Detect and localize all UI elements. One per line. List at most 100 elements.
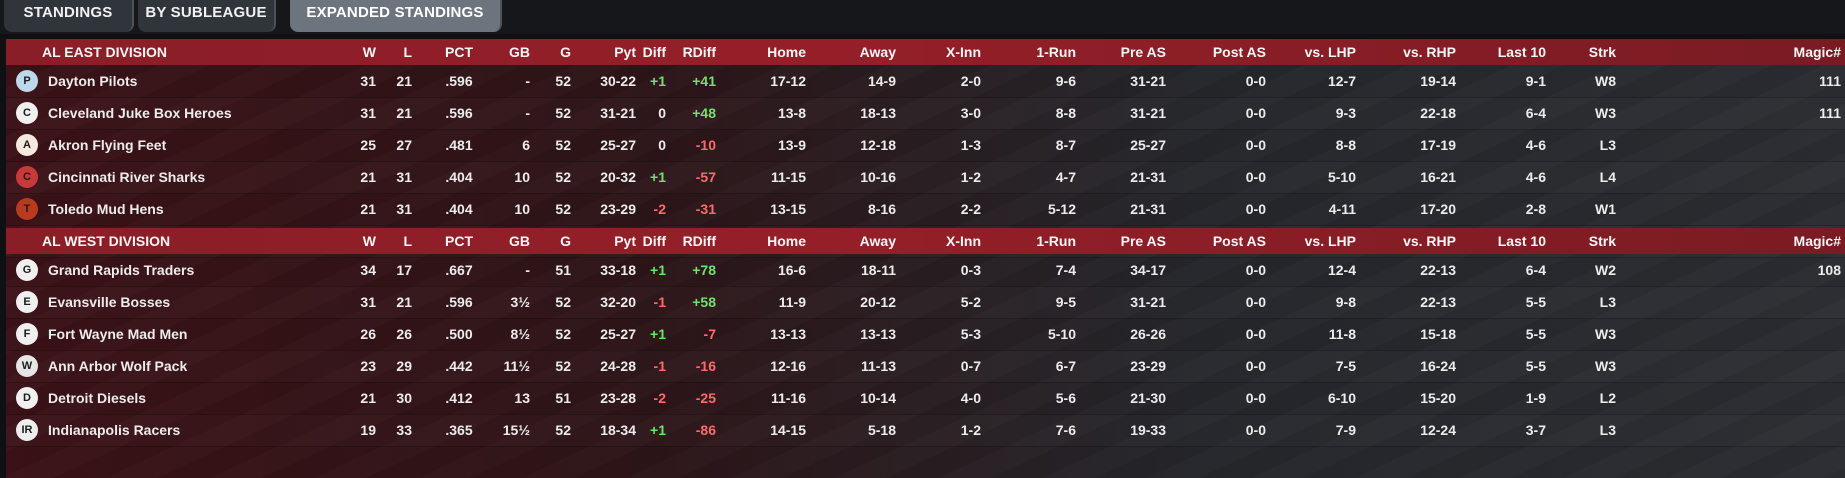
stat-gb: 6 — [522, 137, 530, 153]
team-name-link[interactable]: Dayton Pilots — [48, 73, 138, 89]
team-name-link[interactable]: Akron Flying Feet — [48, 137, 167, 153]
column-header[interactable]: Post AS — [1212, 44, 1266, 60]
column-header[interactable]: vs. LHP — [1304, 233, 1356, 249]
stat-rdiff: -86 — [695, 422, 716, 438]
team-name-link[interactable]: Toledo Mud Hens — [48, 201, 164, 217]
stat-postas: 0-0 — [1245, 390, 1266, 406]
stat-magic — [1636, 414, 1841, 446]
stat-w: 19 — [360, 422, 376, 438]
column-header[interactable]: Pyt — [614, 233, 636, 249]
column-header[interactable]: Away — [859, 233, 896, 249]
column-header[interactable]: vs. RHP — [1403, 233, 1456, 249]
column-header[interactable]: W — [362, 233, 376, 249]
column-header[interactable]: Pre AS — [1120, 44, 1166, 60]
team-name-link[interactable]: Grand Rapids Traders — [48, 262, 195, 278]
stat-magic — [1636, 318, 1841, 350]
column-header[interactable]: Pre AS — [1120, 233, 1166, 249]
team-row[interactable]: A Akron Flying Feet 25 27 .481 6 52 25-27 0 -10 13… — [6, 129, 1845, 162]
stat-w: 31 — [360, 105, 376, 121]
stat-pct: .500 — [445, 326, 473, 342]
column-header[interactable]: L — [403, 44, 412, 60]
column-header[interactable]: Away — [859, 44, 896, 60]
column-header[interactable]: PCT — [445, 233, 473, 249]
team-row[interactable]: T Toledo Mud Hens 21 31 .404 10 52 23-29 -2 -31 13… — [6, 193, 1845, 226]
tab-by-subleague[interactable]: BY SUBLEAGUE — [138, 0, 276, 32]
stat-gb: - — [525, 262, 530, 278]
column-header[interactable]: Home — [767, 44, 806, 60]
team-row[interactable]: W Ann Arbor Wolf Pack 23 29 .442 11½ 52 24-28 -1… — [6, 350, 1845, 383]
stat-vslhp: 9-3 — [1335, 105, 1356, 121]
tab-expanded-standings[interactable]: EXPANDED STANDINGS — [290, 0, 502, 32]
column-header[interactable]: G — [560, 233, 571, 249]
team-name-link[interactable]: Detroit Diesels — [48, 390, 147, 406]
toledo-mud-hens-logo: T — [16, 198, 38, 220]
column-header[interactable]: X-Inn — [946, 233, 981, 249]
team-name-link[interactable]: Fort Wayne Mad Men — [48, 326, 188, 342]
column-header[interactable]: Strk — [1588, 44, 1616, 60]
tab-standings[interactable]: STANDINGS — [4, 0, 134, 32]
column-header[interactable]: Magic# — [1793, 233, 1841, 249]
column-header[interactable]: X-Inn — [946, 44, 981, 60]
column-header[interactable]: RDiff — [682, 44, 716, 60]
stat-l: 21 — [396, 294, 412, 310]
stat-l: 26 — [396, 326, 412, 342]
stat-preas: 23-29 — [1130, 358, 1166, 374]
team-row[interactable]: E Evansville Bosses 31 21 .596 3½ 52 32-20 -1 +58… — [6, 286, 1845, 319]
column-header[interactable]: RDiff — [682, 233, 716, 249]
column-header[interactable]: Diff — [642, 233, 666, 249]
stat-vslhp: 12-4 — [1327, 262, 1356, 278]
stat-xinn: 5-2 — [960, 294, 981, 310]
stat-strk: W2 — [1595, 262, 1616, 278]
column-header[interactable]: Diff — [642, 44, 666, 60]
stat-rdiff: -10 — [695, 137, 716, 153]
stat-g: 52 — [555, 326, 571, 342]
team-row[interactable]: C Cleveland Juke Box Heroes 31 21 .596 - 52 31-… — [6, 97, 1845, 130]
column-header[interactable]: Magic# — [1793, 44, 1841, 60]
team-row[interactable]: F Fort Wayne Mad Men 26 26 .500 8½ 52 25-27 +1 -7… — [6, 318, 1845, 351]
stat-w: 31 — [360, 73, 376, 89]
stat-g: 52 — [555, 201, 571, 217]
column-header[interactable]: Last 10 — [1497, 44, 1546, 60]
stat-home: 16-6 — [777, 262, 806, 278]
column-header[interactable]: vs. RHP — [1403, 44, 1456, 60]
column-header[interactable]: Last 10 — [1497, 233, 1546, 249]
stat-vslhp: 5-10 — [1327, 169, 1356, 185]
team-name-link[interactable]: Ann Arbor Wolf Pack — [48, 358, 188, 374]
stat-strk: L3 — [1599, 137, 1616, 153]
stat-pyt: 25-27 — [600, 326, 636, 342]
team-row[interactable]: G Grand Rapids Traders 34 17 .667 - 51 33-18 +1 +… — [6, 254, 1845, 287]
column-header[interactable]: 1-Run — [1036, 44, 1076, 60]
stat-postas: 0-0 — [1245, 201, 1266, 217]
column-header[interactable]: Home — [767, 233, 806, 249]
team-row[interactable]: D Detroit Diesels 21 30 .412 13 51 23-28 -2 -25 11… — [6, 382, 1845, 415]
team-name-link[interactable]: Indianapolis Racers — [48, 422, 181, 438]
column-header[interactable]: PCT — [445, 44, 473, 60]
team-name-link[interactable]: Cleveland Juke Box Heroes — [48, 105, 232, 121]
column-header[interactable]: GB — [509, 44, 530, 60]
column-header[interactable]: Post AS — [1212, 233, 1266, 249]
column-header[interactable]: Pyt — [614, 44, 636, 60]
column-header[interactable]: vs. LHP — [1304, 44, 1356, 60]
team-row[interactable]: C Cincinnati River Sharks 21 31 .404 10 52 20-3… — [6, 161, 1845, 194]
stat-home: 11-15 — [770, 169, 806, 185]
team-row[interactable]: IR Indianapolis Racers 19 33 .365 15½ 52 18-34 +… — [6, 414, 1845, 447]
team-name-link[interactable]: Cincinnati River Sharks — [48, 169, 206, 185]
stat-strk: W3 — [1595, 358, 1616, 374]
column-header[interactable]: Strk — [1588, 233, 1616, 249]
stat-l: 30 — [396, 390, 412, 406]
column-header[interactable]: G — [560, 44, 571, 60]
stat-magic — [1636, 193, 1841, 225]
column-header[interactable]: 1-Run — [1036, 233, 1076, 249]
team-name-link[interactable]: Evansville Bosses — [48, 294, 171, 310]
stat-l: 29 — [396, 358, 412, 374]
stat-rdiff: +78 — [692, 262, 716, 278]
stat-preas: 21-30 — [1130, 390, 1166, 406]
stat-gb: 11½ — [503, 358, 530, 374]
stat-strk: W1 — [1595, 201, 1616, 217]
column-header[interactable]: L — [403, 233, 412, 249]
column-header[interactable]: W — [362, 44, 376, 60]
stat-strk: L4 — [1599, 169, 1616, 185]
stat-pct: .667 — [445, 262, 473, 278]
team-row[interactable]: P Dayton Pilots 31 21 .596 - 52 30-22 +1 +41 17-12… — [6, 65, 1845, 98]
column-header[interactable]: GB — [509, 233, 530, 249]
